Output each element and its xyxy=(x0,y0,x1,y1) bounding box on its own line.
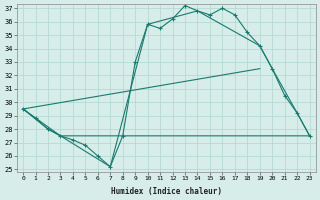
X-axis label: Humidex (Indice chaleur): Humidex (Indice chaleur) xyxy=(111,187,222,196)
